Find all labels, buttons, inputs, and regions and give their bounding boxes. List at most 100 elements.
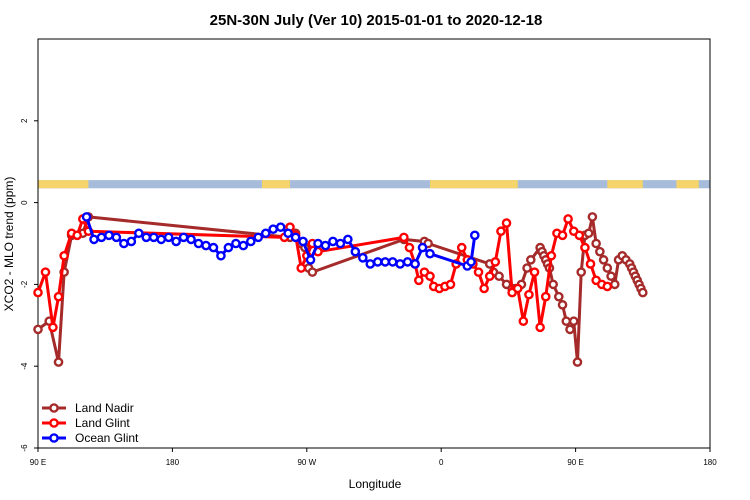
land-band-segment (38, 180, 89, 189)
data-point-ocean_glint (245, 236, 256, 247)
data-point-ocean_glint (402, 257, 413, 267)
legend-marker (49, 418, 59, 428)
data-point-land_glint (296, 263, 307, 273)
data-point-land_glint (473, 267, 484, 277)
data-point-land_glint (40, 267, 51, 277)
data-point-ocean_glint (335, 238, 346, 249)
data-point-land_glint (535, 322, 545, 333)
data-point-land_nadir (638, 287, 648, 298)
data-point-land_glint (48, 322, 58, 333)
legend-marker (49, 403, 59, 413)
data-point-ocean_glint (357, 253, 368, 263)
data-point-land_nadir (33, 324, 43, 335)
data-point-land_glint (512, 283, 523, 294)
data-point-land_glint (580, 242, 590, 253)
data-point-ocean_glint (313, 238, 323, 249)
data-point-land_glint (33, 287, 43, 298)
data-point-land_glint (529, 267, 540, 277)
data-point-ocean_glint (320, 240, 331, 251)
data-point-land_glint (563, 214, 573, 224)
y-tick-label: -6 (20, 444, 29, 452)
data-point-ocean_glint (81, 212, 92, 222)
y-axis-label: XCO2 - MLO trend (ppm) (2, 177, 16, 312)
data-point-land_nadir (561, 316, 572, 327)
data-point-land_glint (557, 230, 568, 241)
data-point-land_glint (59, 250, 69, 261)
x-axis-label: Longitude (349, 477, 402, 491)
data-point-ocean_glint (410, 259, 420, 269)
y-tick-label: 2 (20, 118, 29, 123)
data-point-land_nadir (595, 246, 605, 257)
land-band-segment (676, 180, 699, 189)
data-point-ocean_glint (417, 242, 428, 253)
data-point-land_nadir (583, 228, 594, 239)
data-point-ocean_glint (387, 257, 398, 267)
data-point-land_nadir (591, 238, 601, 249)
x-tick-label: 90 W (297, 458, 316, 467)
data-point-land_glint (425, 271, 435, 282)
data-point-ocean_glint (466, 257, 476, 267)
data-point-land_nadir (494, 271, 504, 282)
data-point-ocean_glint (111, 232, 122, 243)
chart-title: 25N-30N July (Ver 10) 2015-01-01 to 2020… (210, 12, 543, 29)
data-point-land_nadir (602, 263, 613, 273)
data-point-ocean_glint (305, 255, 316, 265)
data-point-land_glint (518, 316, 529, 327)
data-point-ocean_glint (365, 259, 376, 269)
data-point-land_nadir (522, 263, 532, 273)
data-point-ocean_glint (238, 240, 249, 251)
data-point-land_nadir (548, 279, 559, 290)
y-tick-label: -4 (20, 362, 29, 370)
y-tick-label: -2 (20, 280, 29, 288)
data-point-ocean_glint (223, 242, 234, 253)
data-point-land_nadir (53, 357, 64, 367)
data-point-ocean_glint (178, 232, 189, 243)
plot-frame (37, 38, 711, 449)
data-point-land_glint (524, 289, 534, 300)
data-point-ocean_glint (193, 238, 204, 249)
legend-label: Land Nadir (75, 401, 134, 415)
data-point-ocean_glint (268, 224, 279, 234)
data-point-land_glint (404, 242, 415, 253)
land-band-segment (430, 180, 518, 189)
series-line-land_glint (36, 217, 608, 329)
data-point-ocean_glint (148, 232, 159, 243)
data-point-land_glint (53, 291, 64, 302)
data-point-ocean_glint (119, 238, 129, 249)
data-point-land_glint (445, 279, 456, 290)
data-point-land_nadir (565, 324, 575, 335)
data-point-ocean_glint (231, 238, 241, 249)
data-point-ocean_glint (380, 257, 391, 267)
data-point-land_nadir (610, 279, 620, 290)
ocean-band (38, 180, 710, 189)
x-axis: 90 E 180 90 W 0 90 E 180 (30, 448, 717, 467)
data-point-ocean_glint (260, 228, 271, 239)
data-point-land_nadir (598, 255, 609, 265)
x-tick-label: 180 (703, 458, 717, 467)
data-point-ocean_glint (201, 240, 211, 251)
data-point-ocean_glint (283, 228, 293, 239)
land-band-segment (607, 180, 643, 189)
data-point-ocean_glint (395, 259, 405, 269)
y-tick-label: 0 (20, 200, 29, 205)
legend-label: Ocean Glint (75, 431, 139, 445)
data-point-ocean_glint (343, 234, 353, 245)
data-point-ocean_glint (141, 232, 152, 243)
data-point-land_glint (602, 281, 613, 292)
data-point-land_glint (540, 291, 551, 302)
data-point-ocean_glint (290, 232, 301, 243)
data-point-land_nadir (557, 300, 568, 310)
data-point-land_glint (479, 283, 489, 294)
data-point-land_glint (413, 275, 424, 286)
data-point-ocean_glint (126, 236, 137, 247)
x-tick-label: 180 (166, 458, 180, 467)
y-axis: -6 -4 -2 0 2 (20, 118, 38, 452)
data-point-land_nadir (572, 357, 583, 367)
x-tick-label: 0 (439, 458, 444, 467)
data-point-land_glint (484, 271, 495, 282)
data-point-ocean_glint (216, 250, 226, 261)
data-point-land_glint (399, 232, 409, 243)
data-point-land_glint (585, 259, 596, 269)
